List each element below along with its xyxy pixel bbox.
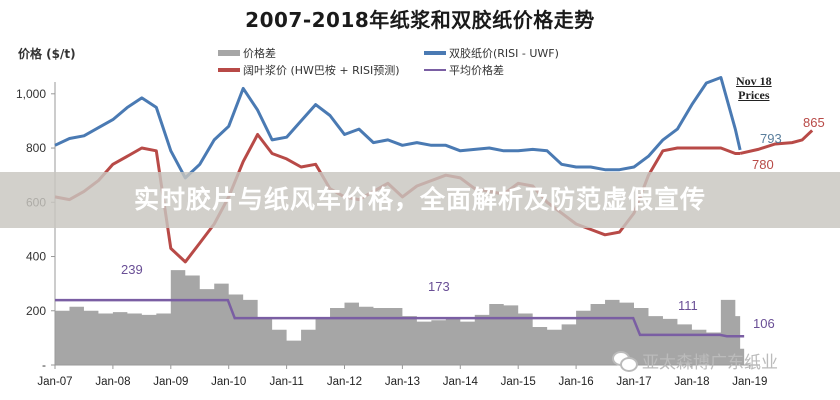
svg-text:Jan-17: Jan-17 [616,376,651,388]
legend-swatch-uwf [424,51,446,55]
legend-item-hw: 阔叶浆价 (HW巴桉 + RISI预测) [218,62,400,78]
avg-label-2018: 106 [753,316,775,331]
svg-text:Jan-18: Jan-18 [674,376,709,388]
legend-label: 价格差 [243,47,276,60]
overlay-banner-text: 实时胶片与纸风车价格，全面解析及防范虚假宣传 [133,185,706,214]
watermark-text: 亚太森博广东纸业 [642,353,778,373]
svg-text:Jan-15: Jan-15 [501,376,536,388]
uwf-last-value: 793 [760,131,782,146]
chart-title: 2007-2018年纸浆和双胶纸价格走势 [245,8,595,32]
svg-text:Jan-11: Jan-11 [269,376,303,388]
svg-text:Jan-12: Jan-12 [327,376,362,388]
avg-label-2017: 111 [678,298,698,313]
legend-swatch-hw [218,68,240,72]
legend-item-spread: 价格差 [218,45,276,61]
svg-text:Jan-16: Jan-16 [559,376,594,388]
overlay-banner [0,172,840,228]
svg-text:-: - [42,358,46,372]
legend-swatch-avg [424,69,446,71]
legend-label: 平均价格差 [449,64,504,77]
svg-text:Jan-19: Jan-19 [732,376,767,388]
avg-label-2010: 173 [428,279,450,294]
svg-text:400: 400 [26,250,46,264]
svg-text:Jan-13: Jan-13 [385,376,420,388]
svg-text:1,000: 1,000 [16,87,46,101]
svg-text:Jan-14: Jan-14 [443,376,479,388]
svg-text:Jan-07: Jan-07 [37,376,72,388]
nov18-prices-annotation: Nov 18 Prices [736,74,772,102]
legend-label: 阔叶浆价 (HW巴桉 + RISI预测) [243,64,400,77]
svg-text:Jan-10: Jan-10 [211,376,246,388]
watermark: 亚太森博广东纸业 [612,348,778,373]
wechat-icon [612,350,638,372]
annotation-line1: Nov 18 [736,74,772,88]
legend-swatch-spread [218,50,240,56]
svg-text:Jan-09: Jan-09 [153,376,188,388]
legend-item-uwf: 双胶纸价(RISI - UWF) [424,45,559,61]
annotation-line2: Prices [738,88,770,102]
legend-item-avg: 平均价格差 [424,62,504,78]
hw-forecast-value: 865 [803,115,825,130]
avg-label-2007: 239 [121,262,143,277]
svg-text:200: 200 [26,304,46,318]
svg-text:800: 800 [26,141,46,155]
hw-last-value: 780 [752,157,774,172]
y-axis-label: 价格 ($/t) [18,47,76,61]
legend-label: 双胶纸价(RISI - UWF) [449,47,559,60]
svg-text:Jan-08: Jan-08 [95,376,130,388]
